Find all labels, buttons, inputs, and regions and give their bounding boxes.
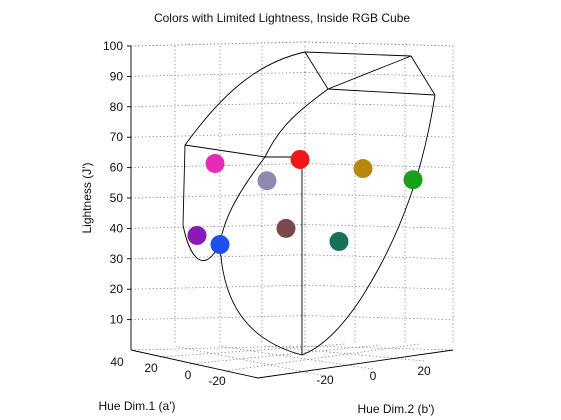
grid-line — [130, 224, 306, 229]
data-point-magenta — [205, 154, 225, 174]
grid-line — [304, 224, 454, 229]
x-tick-label: -20 — [208, 374, 226, 388]
grid-line — [304, 284, 454, 290]
gamut-edge — [301, 94, 436, 356]
z-tick-label: 30 — [110, 252, 124, 266]
gamut-edge — [184, 51, 306, 146]
grid-line — [224, 343, 421, 372]
grid-line — [189, 344, 381, 365]
grid-line — [130, 41, 306, 47]
z-tick-label: 60 — [110, 161, 124, 175]
x-tick-label: 40 — [110, 355, 124, 369]
grid-line — [304, 345, 454, 351]
gamut-edge — [410, 55, 436, 96]
grid-line — [304, 72, 454, 77]
grid-line — [304, 132, 454, 138]
grid-line — [304, 41, 454, 47]
grid-line — [159, 343, 346, 358]
z-ticks: 10 20 30 40 50 60 70 80 90 100 — [103, 39, 131, 327]
data-point-red — [290, 149, 310, 169]
x-tick-label: 20 — [144, 361, 158, 375]
grid-line — [304, 315, 454, 320]
grid-line — [174, 345, 326, 377]
grid-line — [304, 102, 454, 108]
z-tick-label: 40 — [110, 221, 124, 235]
data-point-green — [403, 170, 423, 190]
grid-line — [130, 284, 306, 290]
y-tick-labels: -20 0 20 — [316, 364, 431, 387]
x-axis-label: Hue Dim.1 (a') — [99, 399, 176, 413]
gamut-edge — [219, 156, 266, 244]
gamut-wireframe — [182, 51, 436, 356]
gamut-edge — [264, 88, 329, 158]
gamut-edge — [327, 88, 436, 96]
grid — [130, 41, 454, 377]
data-point-grey-lavender — [257, 171, 277, 191]
z-tick-label: 70 — [110, 130, 124, 144]
y-tick-label: 0 — [370, 369, 377, 383]
grid-line — [217, 345, 374, 370]
grid-line — [130, 72, 306, 77]
data-point-brown — [276, 218, 296, 238]
gamut-edge — [327, 55, 412, 90]
data-points — [187, 149, 423, 255]
grid-line — [304, 193, 454, 199]
x-axis-line — [130, 349, 259, 379]
data-point-gold — [353, 159, 373, 179]
data-point-purple — [187, 225, 207, 245]
z-tick-label: 10 — [110, 313, 124, 327]
y-tick-label: 20 — [417, 364, 431, 378]
z-tick-label: 90 — [110, 69, 124, 83]
gamut-edge — [184, 144, 300, 158]
y-axis-label: Hue Dim.2 (b') — [358, 402, 435, 416]
z-tick-label: 80 — [110, 100, 124, 114]
x-tick-labels: 40 20 0 -20 — [110, 355, 226, 388]
z-axis-label: Lightness (J') — [80, 163, 94, 234]
grid-line — [264, 345, 425, 362]
grid-line — [304, 254, 454, 260]
y-axis-line — [257, 349, 454, 379]
data-point-teal — [329, 232, 349, 252]
grid-line — [130, 193, 306, 199]
z-tick-label: 20 — [110, 282, 124, 296]
data-point-blue — [210, 235, 230, 255]
gamut-edge — [219, 242, 303, 356]
z-tick-label: 50 — [110, 191, 124, 205]
grid-line — [130, 132, 306, 138]
grid-line — [130, 254, 306, 260]
z-tick-label: 100 — [103, 39, 123, 53]
chart-title: Colors with Limited Lightness, Inside RG… — [154, 11, 410, 25]
grid-line — [130, 315, 306, 320]
gamut-edge — [304, 51, 412, 57]
y-tick-label: -20 — [316, 373, 334, 387]
grid-line — [304, 163, 454, 168]
gamut-edge — [304, 51, 329, 90]
gamut-edge — [182, 144, 186, 226]
x-tick-label: 0 — [185, 368, 192, 382]
